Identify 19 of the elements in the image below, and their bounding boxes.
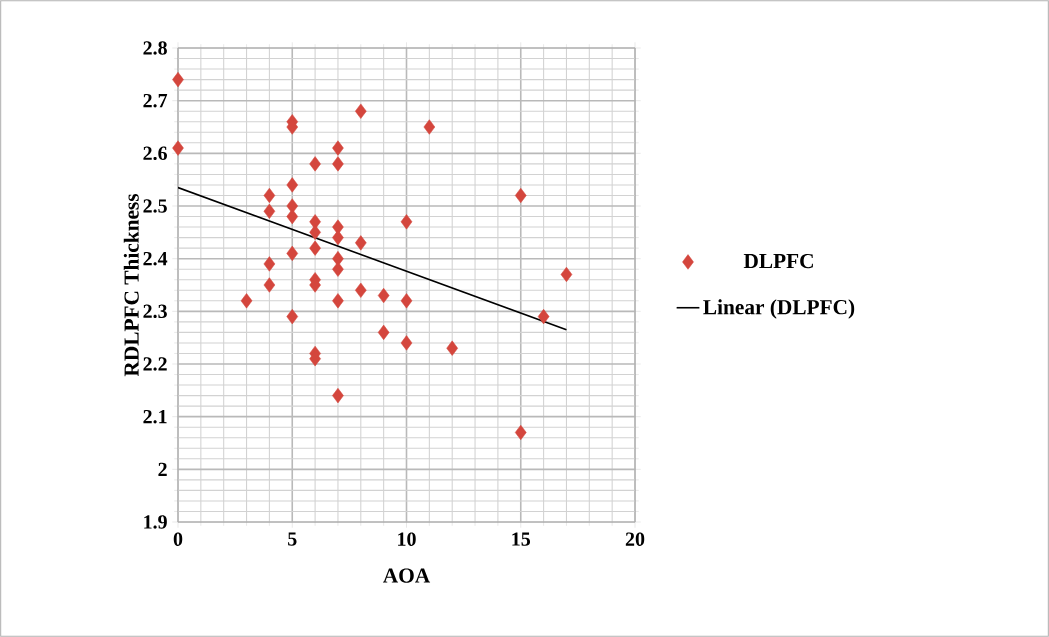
y-tick-label: 2.5 [143,199,167,213]
y-tick-label: 2.2 [143,357,167,371]
y-tick-label: 2.7 [143,93,168,108]
y-tick-label: 1.9 [144,515,167,529]
x-axis-title: AOA [383,568,431,583]
x-tick-label: 15 [512,532,531,546]
legend-label: DLPFC [743,253,813,269]
x-tick-label: 10 [398,532,416,546]
y-tick-label: 2 [158,462,167,476]
legend-label: Linear (DLPFC) [703,299,855,319]
y-tick-label: 2.1 [143,409,167,424]
y-tick-label: 2.8 [143,41,167,55]
x-tick-label: 0 [173,532,183,546]
x-tick-label: 5 [288,532,297,546]
x-tick-label: 20 [625,532,645,546]
y-tick-label: 2.6 [143,146,168,161]
y-tick-label: 2.3 [143,304,167,319]
y-axis-title: RDLPFC Thickness [123,193,139,377]
y-tick-label: 2.4 [143,251,168,266]
